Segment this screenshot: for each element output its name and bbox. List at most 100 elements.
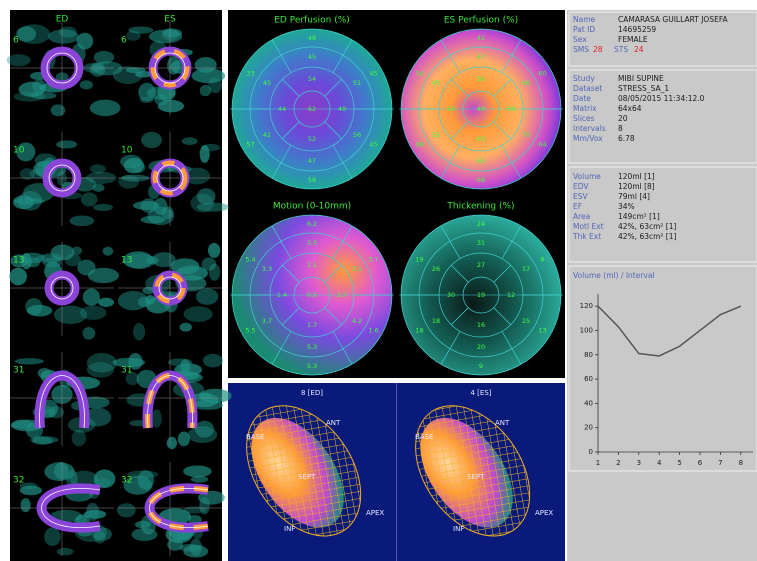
tissue: [14, 358, 44, 365]
segment-value: 44: [278, 105, 286, 113]
segment-value: 60: [538, 70, 546, 78]
info-label: Area: [573, 212, 590, 221]
tissue: [177, 431, 190, 447]
tissue: [125, 253, 156, 269]
contour: [48, 164, 76, 192]
tissue: [89, 164, 106, 174]
spoke: [440, 225, 461, 259]
segment-value: 53: [447, 105, 455, 113]
info-label: Study: [573, 74, 595, 83]
tissue: [137, 470, 155, 490]
view-label: APEX: [366, 509, 384, 517]
segment-value: 42: [263, 131, 271, 139]
map-title: ED Perfusion (%): [274, 16, 350, 26]
tissue: [71, 429, 87, 447]
slice-number: 13: [121, 256, 132, 266]
segment-value: 54: [308, 75, 316, 83]
tissue: [19, 168, 36, 180]
slice-number: 31: [121, 366, 132, 376]
segment-value: 45: [308, 53, 316, 61]
tissue: [91, 61, 123, 76]
view-label: INF: [284, 525, 295, 533]
tissue: [133, 322, 146, 341]
x-tick-label: 6: [698, 459, 703, 467]
tissue: [201, 143, 221, 152]
tissue: [11, 419, 34, 430]
spoke: [332, 39, 353, 73]
chart-title: Volume (ml) / Interval: [573, 271, 655, 280]
tissue: [199, 496, 210, 515]
spoke: [501, 331, 522, 365]
segment-value: 56: [353, 131, 361, 139]
tissue: [154, 94, 169, 106]
heart-mesh: [246, 405, 362, 537]
contour: [147, 375, 193, 429]
segment-value: 70: [522, 131, 530, 139]
spoke: [501, 145, 522, 179]
tissue: [153, 197, 168, 215]
hot-spot: [152, 160, 188, 196]
segment-value: 17: [522, 265, 530, 273]
tissue: [208, 77, 222, 94]
tissue: [71, 246, 83, 255]
spoke: [282, 79, 300, 97]
info-value: 120ml [1]: [618, 172, 655, 181]
segment-value: 54: [415, 70, 423, 78]
map-title: ES Perfusion (%): [444, 16, 518, 26]
info-value: 64x64: [618, 104, 642, 113]
spoke: [282, 265, 300, 283]
info-label: Dataset: [573, 84, 602, 93]
segment-value: 45: [263, 79, 271, 87]
segment-value: 57: [246, 141, 254, 149]
y-tick-label: 20: [584, 424, 593, 432]
segment-value: 47: [308, 157, 316, 165]
segment-value: 1.4: [277, 291, 287, 299]
segment-value: 12: [507, 291, 515, 299]
spoke: [271, 331, 292, 365]
segment-value: 19: [477, 291, 485, 299]
tissue: [189, 538, 202, 556]
slice-number: 10: [121, 146, 133, 156]
segment-value: 5.4: [245, 256, 255, 264]
info-label: STS: [614, 45, 628, 54]
tissue: [181, 137, 198, 145]
tissue: [56, 547, 74, 556]
segment-value: 1.6: [368, 327, 378, 335]
tissue: [125, 372, 140, 386]
tissue: [199, 85, 212, 97]
tissue: [141, 131, 162, 149]
tissue: [120, 154, 143, 169]
info-label: Date: [573, 94, 591, 103]
info-value: STRESS_SA_1: [618, 84, 669, 93]
contour: [149, 488, 209, 528]
segment-value: 27: [477, 261, 485, 269]
x-tick-label: 5: [677, 459, 681, 467]
slice-number: 32: [121, 476, 132, 486]
spoke: [332, 225, 353, 259]
slice-number: 10: [13, 146, 25, 156]
spoke: [282, 121, 300, 139]
patient-box: [568, 11, 757, 67]
tissue: [202, 353, 223, 368]
spoke: [324, 121, 342, 139]
info-value: 42%, 63cm² [1]: [618, 222, 676, 231]
segment-value: 49: [477, 105, 485, 113]
tissue: [18, 81, 46, 98]
segment-value: 45: [432, 79, 440, 87]
tissue: [180, 359, 191, 374]
segment-value: 6.2: [307, 220, 317, 228]
tissue: [79, 305, 107, 320]
tissue: [25, 298, 43, 316]
tissue: [190, 475, 209, 483]
view-label: ANT: [495, 419, 510, 427]
tissue: [128, 26, 154, 34]
map-title: Motion (0-10mm): [273, 202, 351, 212]
segment-value: 9: [479, 362, 483, 370]
tissue: [179, 322, 192, 332]
myocardium: [40, 46, 84, 90]
tissue: [42, 257, 62, 268]
segment-value: 3.7: [368, 256, 378, 264]
segment-value: 16: [477, 321, 485, 329]
segment-value: 47: [477, 53, 485, 61]
tissue: [134, 520, 152, 529]
